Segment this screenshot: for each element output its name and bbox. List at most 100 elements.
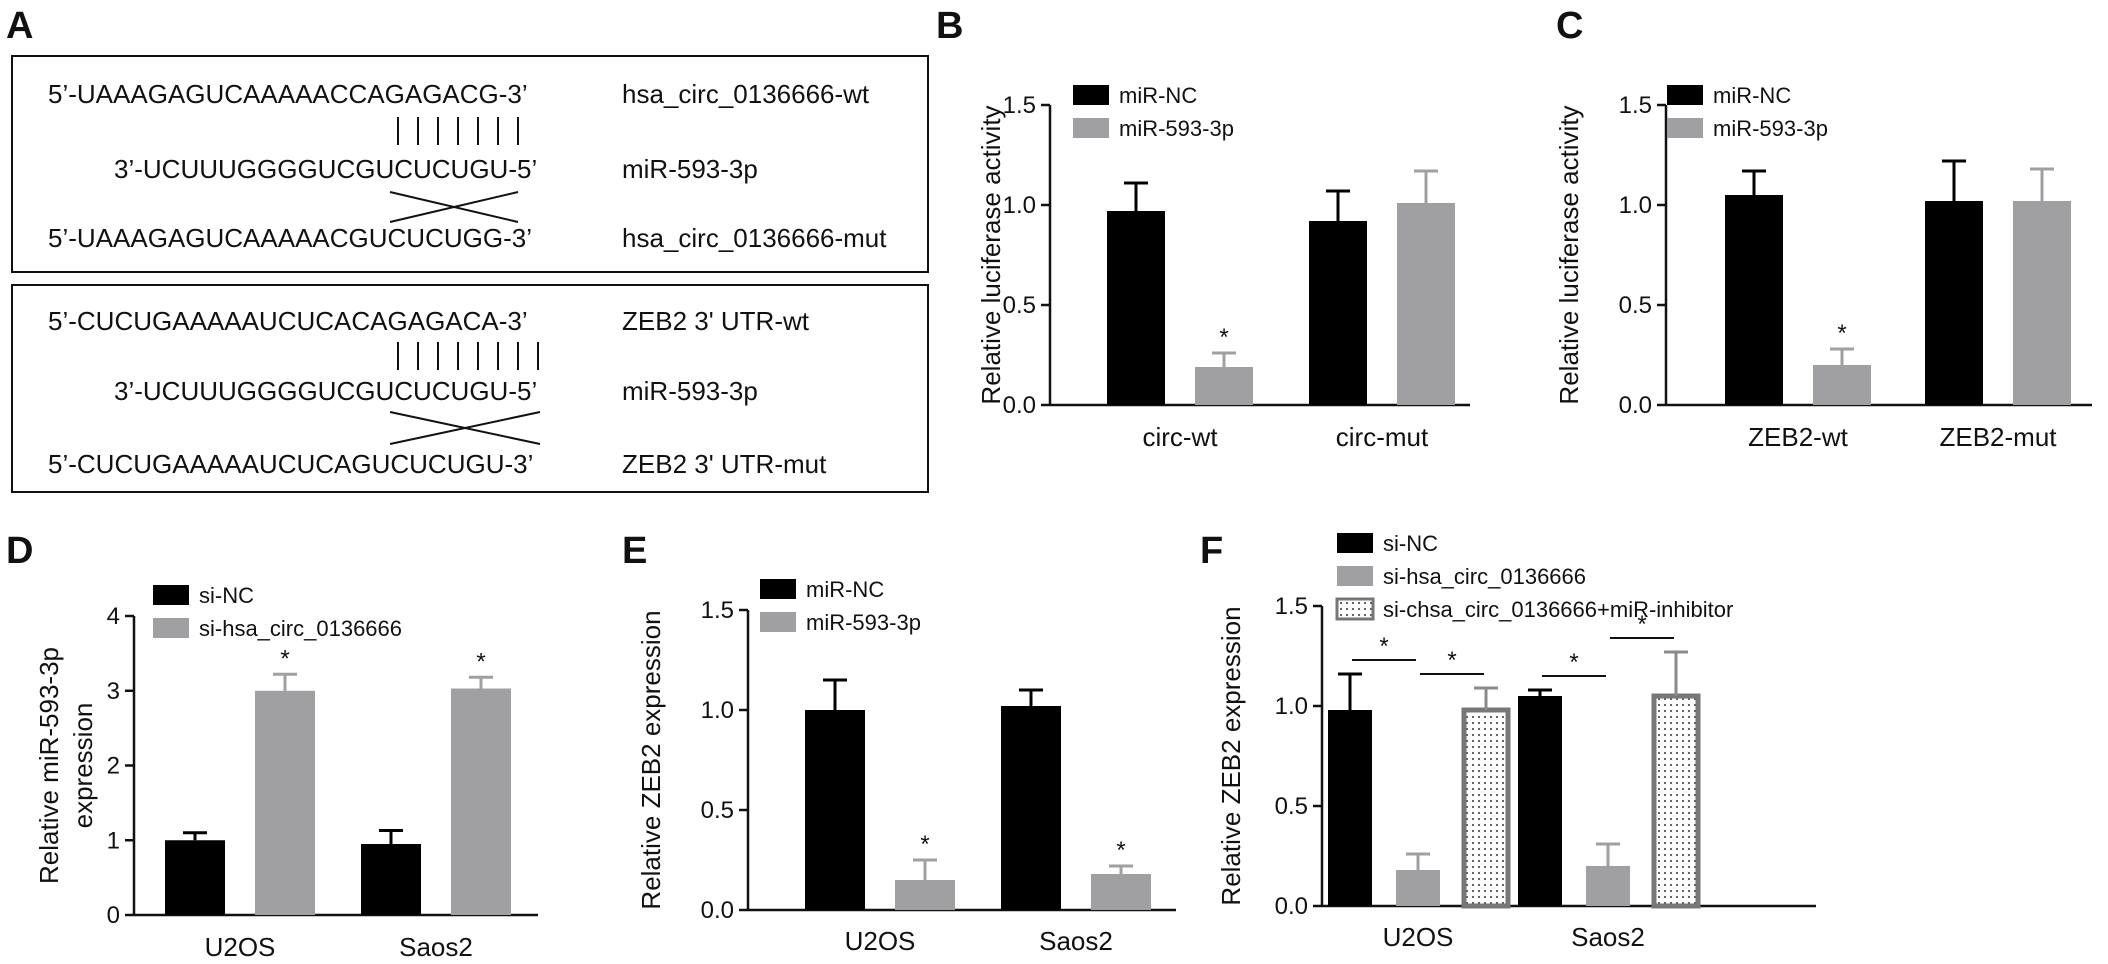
bar-d-1-1 (165, 840, 225, 915)
bar-f-3-2 (1651, 693, 1701, 909)
bar-c-1-1 (1725, 195, 1783, 405)
legend-swatch (153, 585, 189, 605)
y-tick-label: 1.0 (701, 697, 734, 724)
y-tick-label: 1.5 (1003, 92, 1036, 119)
zeb2-mut-sequence: 5’-CUCUGAAAAAUCUCAGUCUCUGU-3’ (48, 449, 533, 479)
circ-mut-label: hsa_circ_0136666-mut (622, 223, 887, 253)
bar-c-2-1 (1813, 365, 1871, 405)
legend-label: si-chsa_circ_0136666+miR-inhibitor (1383, 597, 1733, 622)
legend-swatch (153, 618, 189, 638)
y-tick-label: 0.5 (1275, 793, 1308, 820)
legend-swatch (1667, 118, 1703, 138)
significance-star: * (1219, 324, 1228, 351)
x-category-label: circ-mut (1336, 422, 1429, 452)
panel-letter-b: B (936, 5, 963, 47)
legend-label: miR-NC (1119, 83, 1197, 108)
bar-d-2-1 (255, 690, 315, 915)
panel-letter-e: E (622, 530, 647, 572)
bar-e-2-2 (1091, 874, 1151, 910)
y-tick-label: 0.0 (1275, 893, 1308, 920)
legend-swatch (1667, 85, 1703, 105)
y-tick-label: 0.5 (1003, 292, 1036, 319)
zeb2-mut-label: ZEB2 3' UTR-mut (622, 449, 827, 479)
legend-label: miR-593-3p (806, 610, 921, 635)
x-category-label: Saos2 (1571, 922, 1645, 952)
bar-f-3-1 (1461, 707, 1511, 909)
bar-b-2-1 (1195, 367, 1253, 405)
y-axis-label: Relative luciferase activity (1554, 105, 1584, 404)
panel-e-chart: E 0.0 0.5 1.0 1.5 Relative ZEB2 expression U2O… (622, 530, 1176, 956)
significance-star: * (1837, 320, 1846, 347)
bar-e-2-1 (895, 880, 955, 910)
bar-f-1-1 (1328, 710, 1372, 906)
panel-letter-d: D (6, 530, 33, 572)
zeb2-pairing-lines (397, 342, 539, 370)
y-axis-label: Relative miR-593-3p (34, 647, 64, 884)
zeb2-mutation-cross (389, 411, 541, 445)
bar-f-1-2 (1518, 696, 1562, 906)
panel-letter-c: C (1556, 5, 1583, 47)
y-tick-label: 0.0 (1003, 392, 1036, 419)
y-axis-label: Relative ZEB2 expression (636, 610, 666, 909)
legend-label: miR-593-3p (1713, 116, 1828, 141)
y-tick-label: 4 (107, 603, 120, 630)
bar-b-2-2 (1397, 203, 1455, 405)
sequence-box-circ (11, 55, 929, 273)
bracket-star: * (1637, 611, 1646, 638)
panel-a: A 5’-UAAAGAGUCAAAAACCAGAGACG-3’ hsa_circ… (6, 5, 929, 493)
panel-d-chart: D 0 1 2 3 4 Relative miR-593-3p expression U2OS S… (6, 530, 538, 962)
circ-mir-sequence: 3’-UCUUUGGGGUCGUCUCUGU-5’ (114, 154, 537, 184)
x-category-label: Saos2 (1039, 926, 1113, 956)
legend-swatch (760, 612, 796, 632)
panel-f-chart: F 0.0 0.5 1.0 1.5 Relative ZEB2 expression U2O… (1200, 530, 1816, 952)
y-tick-label: 0.0 (701, 897, 734, 924)
zeb2-mir-sequence: 3’-UCUUUGGGGUCGUCUCUGU-5’ (114, 376, 537, 406)
x-category-label: ZEB2-wt (1748, 422, 1848, 452)
y-axis-label-line2: expression (68, 703, 98, 829)
bar-d-1-2 (361, 843, 421, 915)
legend-label: si-hsa_circ_0136666 (199, 616, 402, 641)
bracket-star: * (1569, 649, 1578, 676)
x-category-label: U2OS (845, 926, 916, 956)
panel-c-chart: C 0.0 0.5 1.0 1.5 Relative luciferase activit… (1554, 5, 2092, 452)
circ-wt-label: hsa_circ_0136666-wt (622, 79, 870, 109)
y-tick-label: 0.5 (701, 797, 734, 824)
legend-swatch (1073, 85, 1109, 105)
legend-label: miR-NC (806, 577, 884, 602)
bar-c-1-2 (1925, 201, 1983, 405)
significance-star: * (476, 648, 485, 675)
x-category-label: U2OS (1383, 922, 1454, 952)
circ-mir-label: miR-593-3p (622, 154, 758, 184)
significance-star: * (1116, 837, 1125, 864)
bracket-star: * (1447, 647, 1456, 674)
bar-f-2-2 (1586, 866, 1630, 906)
legend-swatch (1335, 597, 1375, 621)
legend-label: miR-593-3p (1119, 116, 1234, 141)
legend-label: miR-NC (1713, 83, 1791, 108)
y-tick-label: 1.0 (1003, 192, 1036, 219)
y-tick-label: 1.0 (1619, 192, 1652, 219)
legend-swatch (1073, 118, 1109, 138)
y-tick-label: 1.0 (1275, 693, 1308, 720)
y-tick-label: 1.5 (1275, 593, 1308, 620)
zeb2-wt-sequence: 5’-CUCUGAAAAAUCUCACAGAGACA-3’ (48, 306, 528, 336)
bracket-star: * (1379, 633, 1388, 660)
y-tick-label: 1 (107, 827, 120, 854)
y-tick-label: 3 (107, 678, 120, 705)
circ-mut-sequence: 5’-UAAAGAGUCAAAAACGUCUCUGG-3’ (48, 223, 532, 253)
legend-label: si-NC (199, 583, 254, 608)
panel-letter-f: F (1200, 530, 1223, 572)
y-tick-label: 2 (107, 753, 120, 780)
legend-label: si-hsa_circ_0136666 (1383, 564, 1586, 589)
bar-d-2-2 (451, 688, 511, 915)
y-tick-label: 0.5 (1619, 292, 1652, 319)
zeb2-mir-label: miR-593-3p (622, 376, 758, 406)
y-axis-label: Relative luciferase activity (976, 105, 1006, 404)
legend-label: si-NC (1383, 531, 1438, 556)
zeb2-wt-label: ZEB2 3' UTR-wt (622, 306, 810, 336)
significance-star: * (920, 831, 929, 858)
bar-b-1-2 (1309, 221, 1367, 405)
